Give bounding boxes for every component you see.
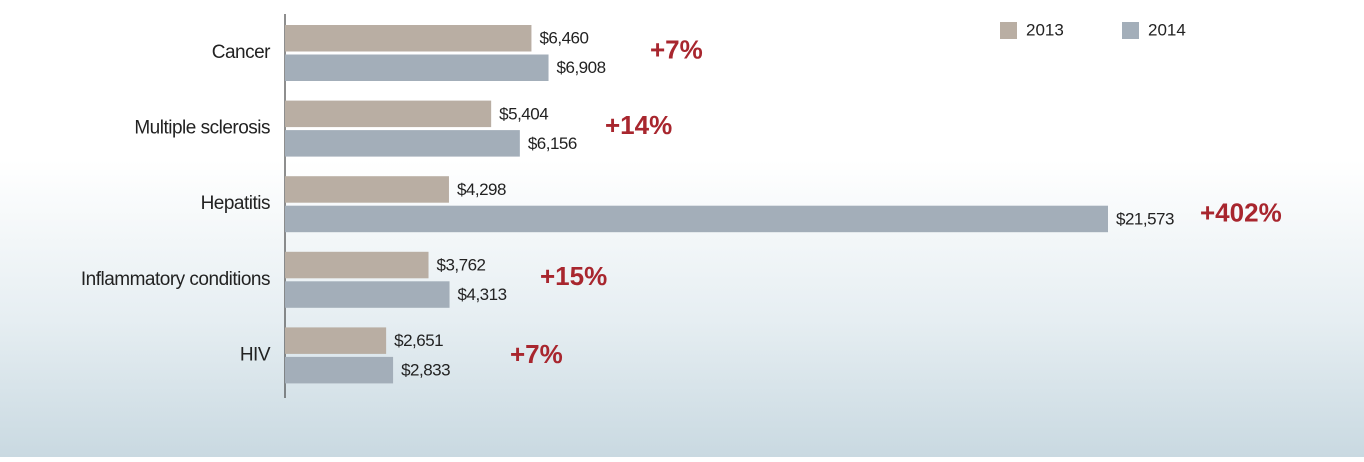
bar — [285, 130, 520, 157]
bar — [285, 176, 449, 203]
legend-label: 2014 — [1148, 20, 1186, 39]
value-label: $4,313 — [458, 285, 507, 304]
value-label: $2,833 — [401, 361, 450, 380]
value-label: $21,573 — [1116, 209, 1174, 228]
value-label: $5,404 — [499, 104, 548, 123]
value-label: $6,460 — [539, 29, 588, 48]
legend-swatch — [1000, 22, 1017, 39]
value-label: $6,908 — [557, 58, 606, 77]
change-annotation: +14% — [605, 110, 672, 140]
legend-swatch — [1122, 22, 1139, 39]
change-annotation: +15% — [540, 261, 607, 291]
bar — [285, 25, 532, 52]
bar — [285, 281, 450, 308]
change-annotation: +7% — [650, 34, 703, 64]
bar — [285, 54, 549, 81]
value-label: $3,762 — [437, 256, 486, 275]
category-label: Cancer — [212, 42, 271, 63]
change-annotation: +402% — [1200, 198, 1282, 228]
category-label: HIV — [240, 344, 271, 365]
change-annotation: +7% — [510, 339, 563, 369]
category-label: Inflammatory conditions — [81, 269, 270, 290]
value-label: $2,651 — [394, 331, 443, 350]
bar — [285, 205, 1108, 233]
value-label: $4,298 — [457, 180, 506, 199]
value-label: $6,156 — [528, 134, 577, 153]
legend-label: 2013 — [1026, 20, 1064, 39]
category-label: Multiple sclerosis — [134, 118, 270, 139]
category-label: Hepatitis — [201, 193, 270, 214]
bar — [285, 251, 429, 279]
bar — [285, 327, 387, 354]
bar — [285, 100, 492, 128]
bar — [285, 356, 394, 384]
